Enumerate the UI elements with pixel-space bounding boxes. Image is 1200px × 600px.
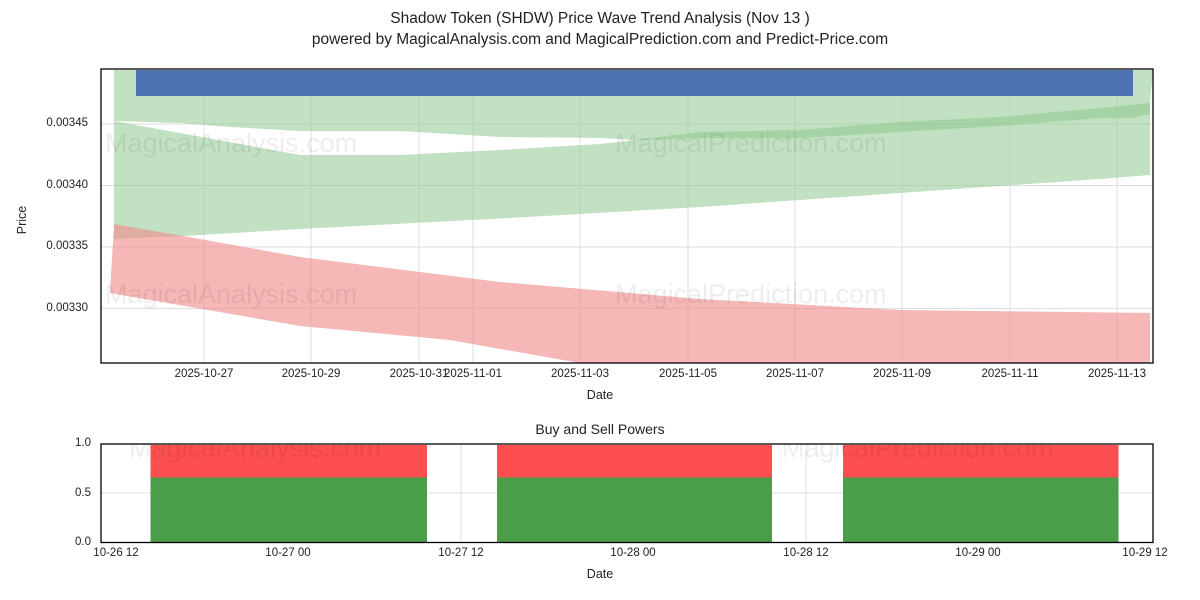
svg-text:MagicalPrediction.com: MagicalPrediction.com bbox=[782, 433, 1054, 463]
svg-text:MagicalAnalysis.com: MagicalAnalysis.com bbox=[129, 433, 381, 463]
